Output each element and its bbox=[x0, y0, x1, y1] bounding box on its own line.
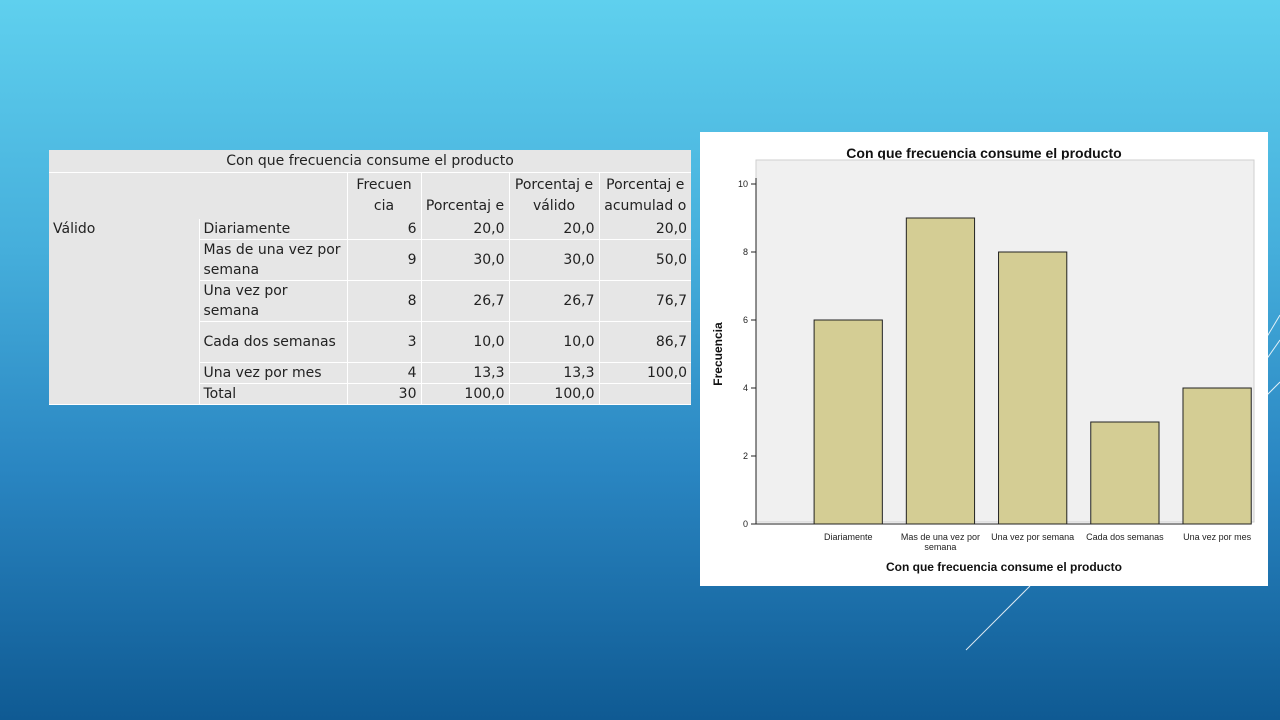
cell-porcentaje: 26,7 bbox=[420, 280, 509, 322]
bar bbox=[813, 319, 883, 525]
header-porcentaje-acumulado: Porcentaj e acumulad o bbox=[598, 172, 692, 219]
cell-frecuencia: 6 bbox=[346, 219, 421, 240]
chart-panel: Con que frecuencia consume el producto F… bbox=[700, 132, 1268, 586]
cell-porcentaje-valido: 10,0 bbox=[508, 321, 599, 363]
cell-porcentaje: 30,0 bbox=[420, 239, 509, 281]
x-tick-label: Diariamente bbox=[824, 532, 873, 542]
cell-porcentaje-acumulado: 76,7 bbox=[598, 280, 692, 322]
y-axis: 0 2 4 6 8 10 bbox=[738, 178, 757, 529]
header-porcentaje-valido: Porcentaj e válido bbox=[508, 172, 599, 219]
cell-porcentaje-valido: 20,0 bbox=[508, 219, 599, 240]
table-row: Válido Diariamente 6 20,0 20,0 20,0 bbox=[49, 219, 692, 405]
cell-porcentaje: 10,0 bbox=[420, 321, 509, 363]
x-axis-label: Con que frecuencia consume el producto bbox=[886, 560, 1122, 574]
header-porcentaje: Porcentaj e bbox=[420, 172, 509, 219]
header-empty bbox=[49, 173, 347, 220]
bar bbox=[1090, 421, 1160, 525]
bar bbox=[905, 217, 976, 525]
row-label: Una vez por semana bbox=[198, 280, 347, 322]
table-row: Una vez por mes 4 13,3 13,3 100,0 bbox=[49, 362, 692, 384]
y-tick-label: 4 bbox=[743, 383, 748, 393]
chart-title: Con que frecuencia consume el producto bbox=[846, 145, 1121, 161]
cell-frecuencia: 8 bbox=[346, 280, 421, 322]
x-tick-label: Una vez por semana bbox=[991, 532, 1074, 542]
cell-frecuencia: 30 bbox=[346, 383, 421, 405]
x-axis: Diariamente Mas de una vez por semana Una v… bbox=[756, 523, 1252, 552]
x-tick-label: Una vez por mes bbox=[1183, 532, 1252, 542]
cell-porcentaje-valido: 30,0 bbox=[508, 239, 599, 281]
bars bbox=[813, 217, 1252, 525]
y-axis-label: Frecuencia bbox=[711, 322, 725, 386]
row-label: Una vez por mes bbox=[198, 362, 347, 384]
x-tick-label: Cada dos semanas bbox=[1086, 532, 1164, 542]
cell-frecuencia: 4 bbox=[346, 362, 421, 384]
header-frecuencia: Frecuen cia bbox=[346, 172, 421, 219]
cell-porcentaje-valido: 13,3 bbox=[508, 362, 599, 384]
cell-porcentaje: 13,3 bbox=[420, 362, 509, 384]
cell-frecuencia: 3 bbox=[346, 321, 421, 363]
cell-porcentaje-acumulado: 20,0 bbox=[598, 219, 692, 240]
group-label-valido: Válido bbox=[49, 219, 199, 405]
table-title: Con que frecuencia consume el producto bbox=[49, 150, 692, 173]
y-tick-label: 8 bbox=[743, 247, 748, 257]
row-label: Total bbox=[198, 383, 347, 405]
row-label: Mas de una vez por semana bbox=[198, 239, 347, 281]
table-row: Cada dos semanas 3 10,0 10,0 86,7 bbox=[49, 321, 692, 363]
cell-porcentaje-acumulado bbox=[598, 383, 692, 405]
bar bbox=[998, 251, 1068, 525]
y-tick-label: 2 bbox=[743, 451, 748, 461]
y-tick-label: 10 bbox=[738, 179, 748, 189]
cell-porcentaje: 100,0 bbox=[420, 383, 509, 405]
table-row: Una vez por semana 8 26,7 26,7 76,7 bbox=[49, 280, 692, 322]
cell-porcentaje-valido: 26,7 bbox=[508, 280, 599, 322]
cell-porcentaje-acumulado: 100,0 bbox=[598, 362, 692, 384]
table-row: Mas de una vez por semana 9 30,0 30,0 50… bbox=[49, 239, 692, 281]
x-tick-label: Mas de una vez por semana bbox=[901, 532, 980, 552]
cell-porcentaje: 20,0 bbox=[420, 219, 509, 240]
cell-porcentaje-acumulado: 50,0 bbox=[598, 239, 692, 281]
cell-porcentaje-acumulado: 86,7 bbox=[598, 321, 692, 363]
y-tick-label: 0 bbox=[743, 519, 748, 529]
row-label: Cada dos semanas bbox=[198, 321, 347, 363]
cell-porcentaje-valido: 100,0 bbox=[508, 383, 599, 405]
bar-chart: Con que frecuencia consume el producto F… bbox=[711, 145, 1255, 574]
y-tick-label: 6 bbox=[743, 315, 748, 325]
bar bbox=[1182, 387, 1252, 525]
table-row-total: Total 30 100,0 100,0 bbox=[49, 383, 692, 405]
cell-frecuencia: 9 bbox=[346, 239, 421, 281]
row-label: Diariamente bbox=[198, 219, 347, 240]
frequency-table: Con que frecuencia consume el producto F… bbox=[49, 150, 692, 405]
